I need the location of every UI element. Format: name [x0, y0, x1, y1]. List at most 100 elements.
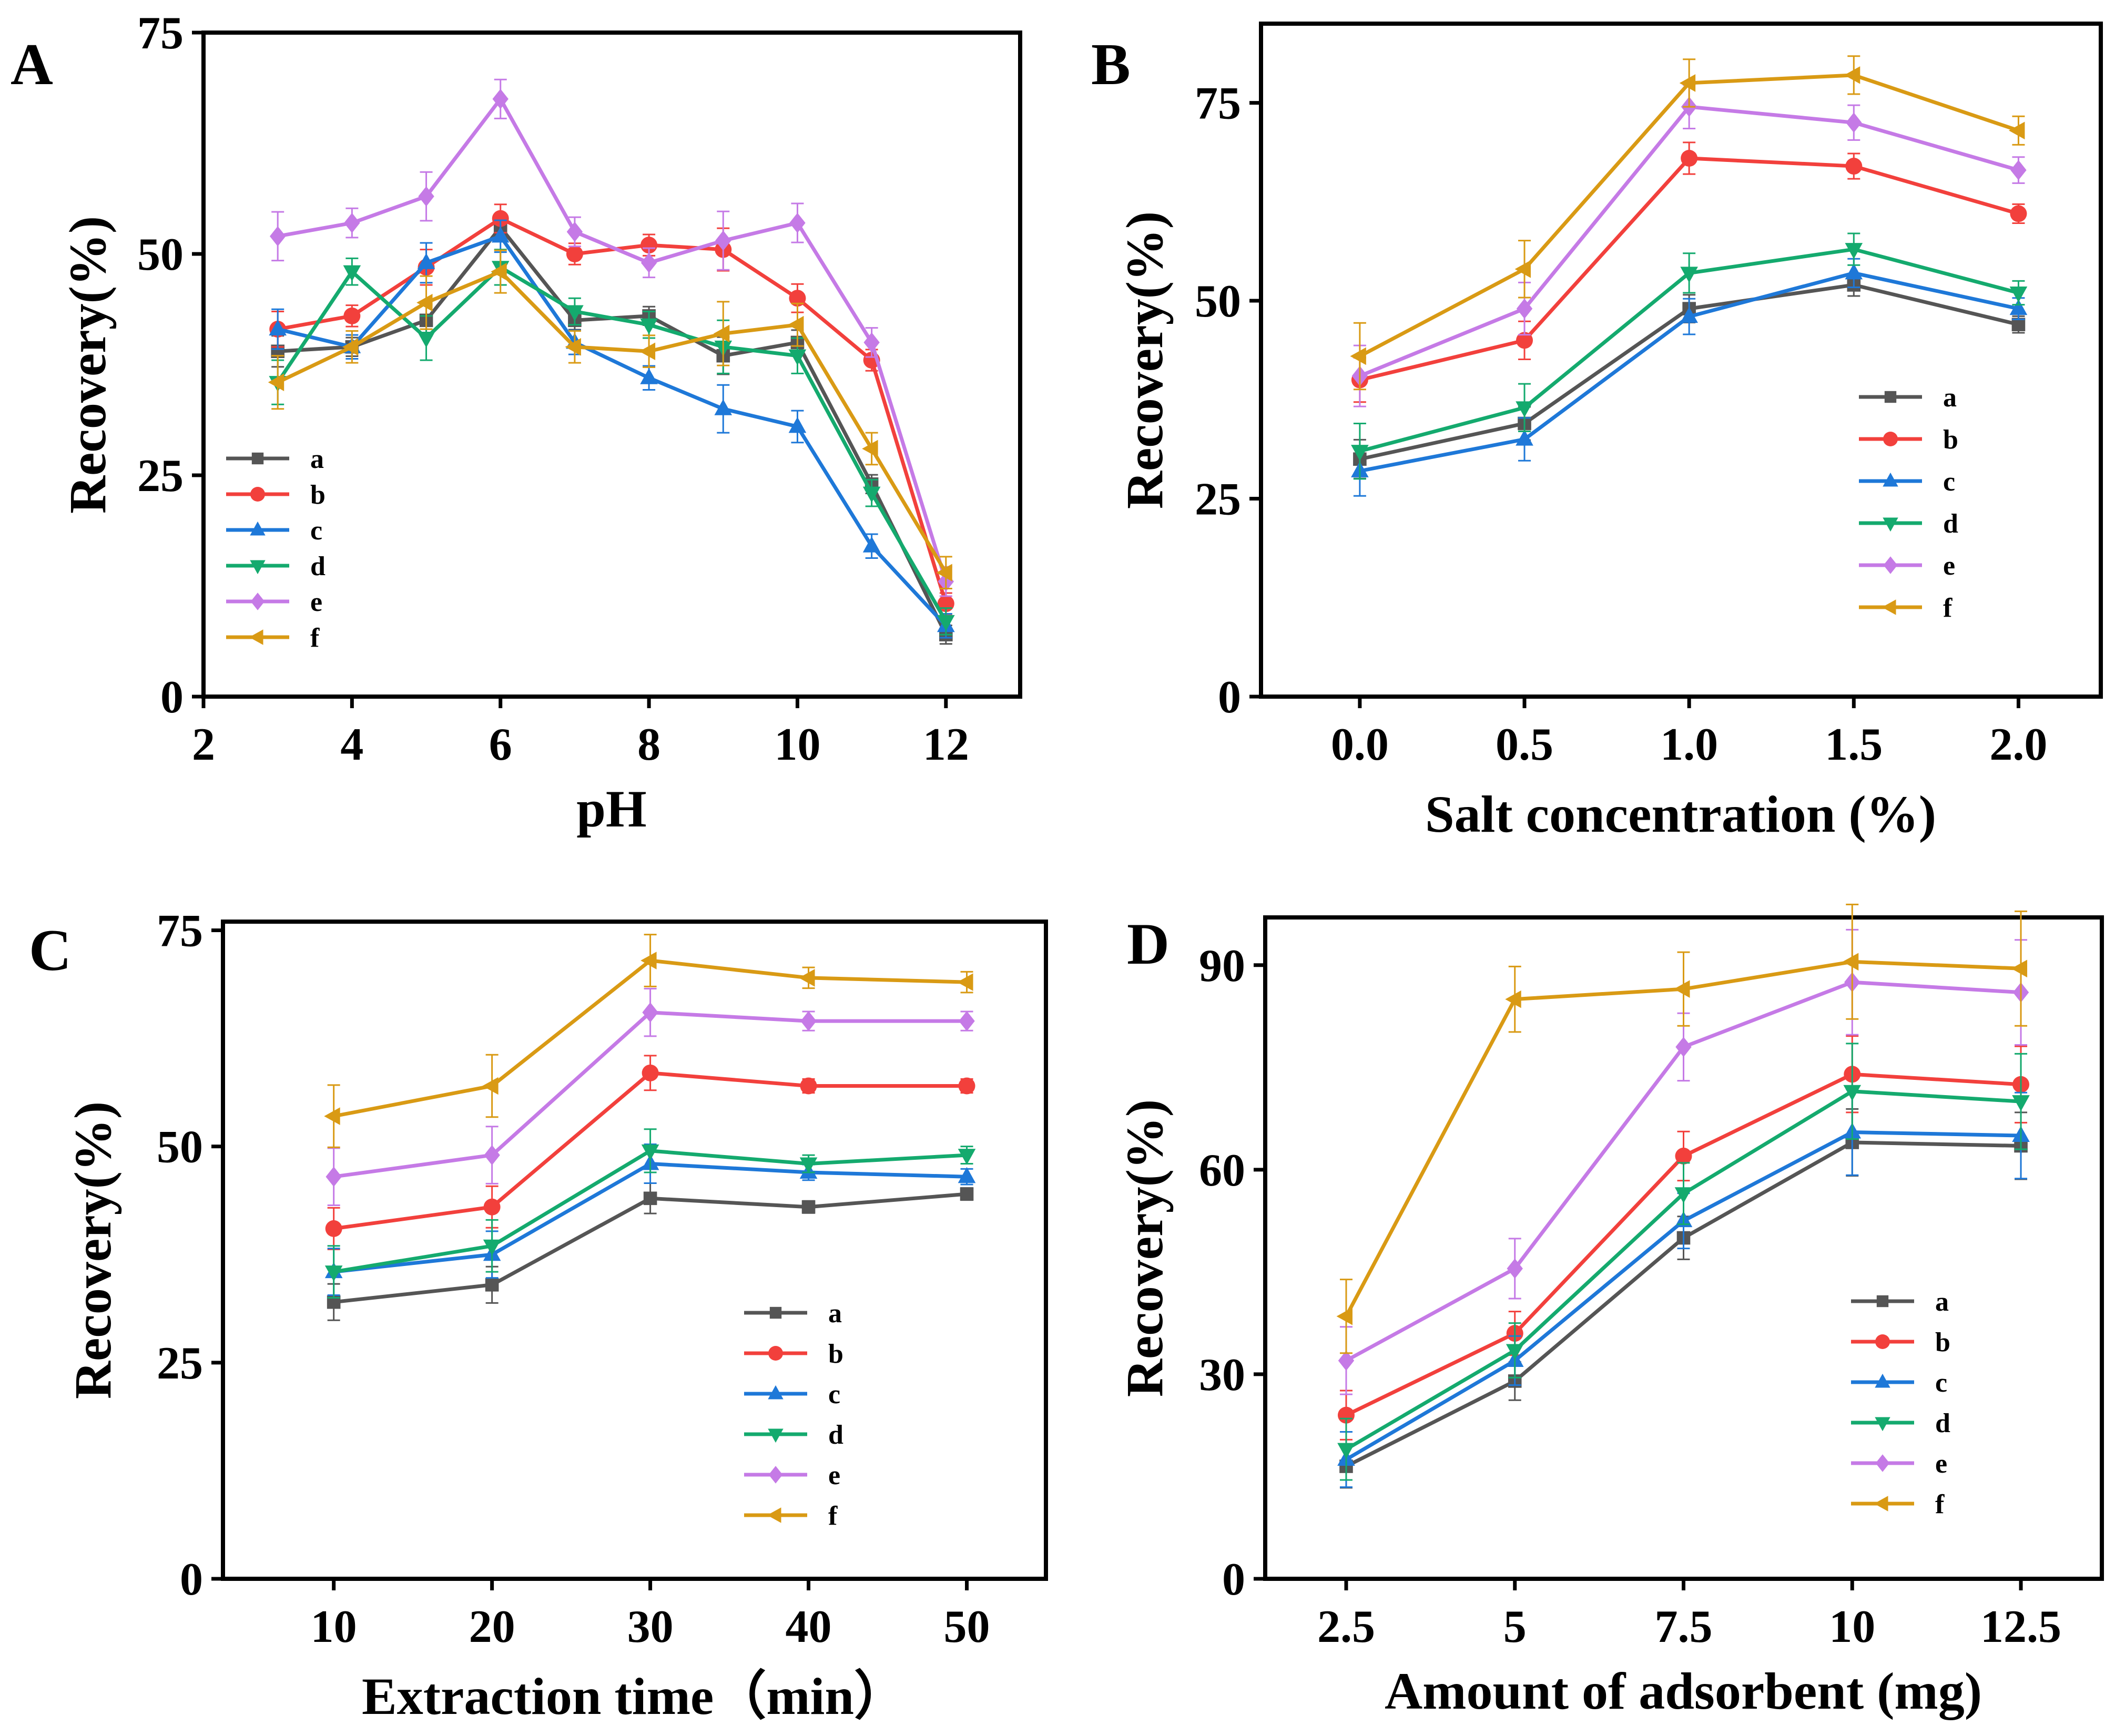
data-point-c [862, 536, 881, 553]
legend-marker-f [767, 1507, 781, 1523]
data-point-d [1351, 445, 1369, 461]
data-point-f [1842, 953, 1859, 971]
data-point-d [1680, 267, 1698, 283]
data-point-b [1675, 1147, 1692, 1165]
legend-marker-e [768, 1466, 783, 1484]
data-point-a [485, 1278, 499, 1292]
data-point-f [1844, 66, 1860, 84]
data-point-f [1505, 990, 1521, 1008]
y-tick-label-a: 25 [137, 451, 184, 502]
data-point-e [566, 221, 583, 242]
data-point-d [958, 1149, 976, 1165]
data-point-b [566, 246, 583, 262]
data-point-e [640, 252, 657, 273]
data-point-b [1516, 332, 1533, 349]
y-tick-label-b: 25 [1195, 474, 1241, 525]
data-point-b [1681, 150, 1698, 167]
series-a-b [269, 203, 954, 615]
x-tick-label-a: 6 [489, 719, 512, 770]
data-point-f [639, 342, 656, 361]
legend-item-d: d [226, 552, 326, 581]
data-point-f [342, 338, 359, 356]
legend-marker-c [1875, 1373, 1890, 1388]
x-tick-label-d: 5 [1503, 1601, 1527, 1652]
legend-marker-d [1875, 1417, 1890, 1432]
legend-label: d [1935, 1408, 1950, 1438]
data-point-c [714, 399, 733, 415]
data-point-e [418, 186, 434, 207]
data-point-c [491, 226, 510, 243]
y-axis-title-d: Recovery(%) [1115, 1099, 1174, 1397]
data-point-c [788, 416, 807, 433]
data-point-e [484, 1145, 500, 1166]
data-point-f [1679, 74, 1696, 92]
legend-item-a: a [1859, 383, 1957, 413]
data-point-f [1336, 1307, 1353, 1325]
plot-frame-c [221, 920, 1048, 1581]
y-tick-label-d: 90 [1199, 941, 1245, 992]
data-point-c [1516, 430, 1533, 446]
legend-marker-a [1884, 391, 1897, 403]
legend-item-a: a [226, 444, 324, 474]
legend-marker-b [768, 1346, 783, 1361]
legend-marker-d [1883, 517, 1898, 532]
legend-item-f: f [1851, 1489, 1945, 1519]
data-point-d [343, 265, 361, 282]
legend-marker-c [1883, 472, 1898, 487]
data-point-f [416, 293, 433, 312]
legend-label: d [310, 552, 326, 581]
y-tick-label-b: 50 [1195, 276, 1241, 327]
data-point-d [788, 349, 807, 366]
legend-label: f [310, 623, 320, 653]
legend-item-c: c [744, 1380, 840, 1410]
series-c-d [324, 1128, 976, 1299]
legend-marker-d [250, 560, 266, 575]
data-point-d [324, 1265, 343, 1282]
legend-item-b: b [1851, 1327, 1950, 1357]
data-point-e [492, 89, 509, 109]
y-axis-title-c: Recovery(%) [64, 1101, 122, 1399]
data-point-f [640, 952, 657, 969]
legend-marker-a [1876, 1295, 1889, 1308]
data-point-e [2010, 160, 2027, 180]
data-point-d [1674, 1187, 1693, 1203]
series-c-a [327, 1182, 974, 1321]
data-point-d [2009, 287, 2028, 303]
data-point-d [1843, 1085, 1862, 1101]
data-point-e [1675, 1037, 1692, 1057]
x-tick-label-a: 8 [637, 719, 660, 770]
data-point-b [483, 1198, 501, 1216]
series-b-f [1350, 55, 2025, 391]
data-point-a [960, 1187, 974, 1201]
data-point-e [715, 230, 731, 251]
legend-marker-f [1874, 1496, 1888, 1512]
data-point-f [491, 262, 507, 281]
legend-marker-e [250, 593, 265, 610]
y-tick-label-a: 50 [137, 229, 184, 280]
data-point-d [2012, 1095, 2030, 1111]
data-point-e [1338, 1350, 1355, 1371]
data-point-f [482, 1077, 499, 1095]
x-tick-label-b: 0.5 [1496, 719, 1553, 770]
plot-frame-a [201, 30, 1022, 699]
legend-marker-e [1875, 1454, 1890, 1472]
data-point-c [958, 1167, 976, 1183]
x-axis-title-d: Amount of adsorbent (mg) [1385, 1662, 1982, 1720]
legend-marker-e [1883, 556, 1898, 574]
legend-label: e [828, 1461, 840, 1490]
legend-marker-b [1875, 1334, 1890, 1349]
data-point-b [789, 290, 806, 307]
data-point-c [1845, 263, 1863, 280]
legend-label: d [828, 1420, 843, 1450]
legend-label: b [828, 1339, 843, 1369]
y-tick-label-d: 60 [1199, 1145, 1245, 1196]
data-point-b [642, 1064, 659, 1081]
legend-marker-b [250, 487, 265, 502]
